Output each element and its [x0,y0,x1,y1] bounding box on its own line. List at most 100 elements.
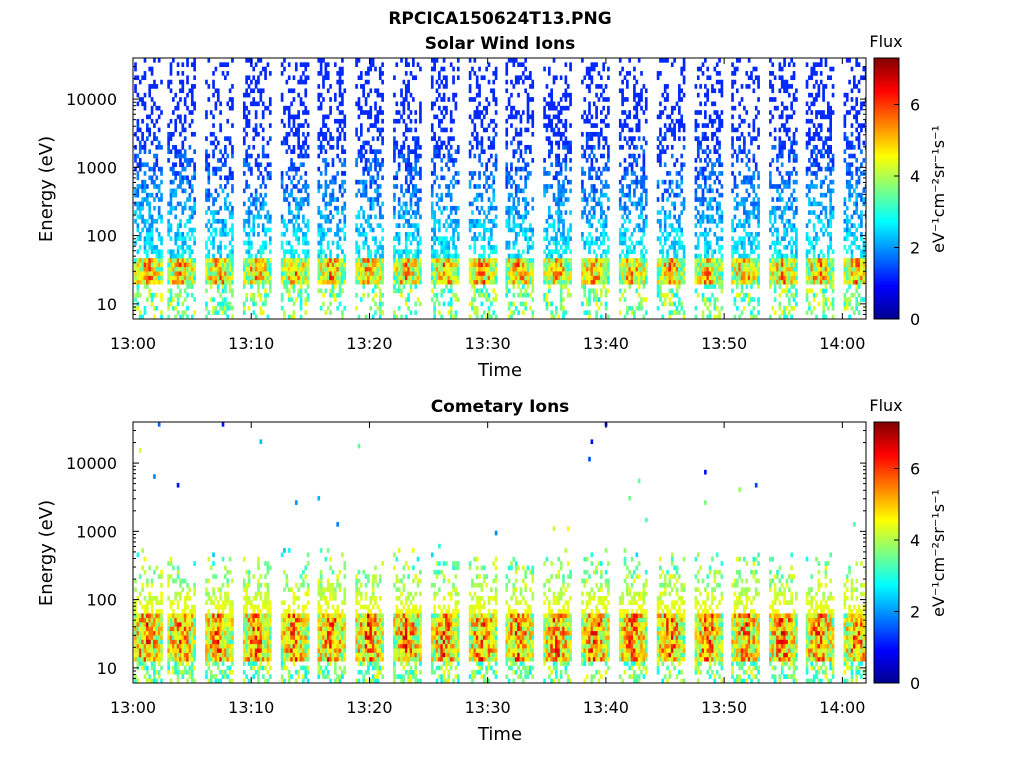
heatmap-cell [485,166,488,172]
heatmap-cell [381,97,384,102]
heatmap-cell [633,158,636,163]
heatmap-cell [452,279,455,285]
heatmap-cell [545,188,549,194]
heatmap-cell [134,279,137,285]
heatmap-cell [663,97,667,102]
heatmap-cell [324,218,328,224]
heatmap-cell [708,301,712,307]
heatmap-cell [637,58,641,63]
heatmap-cell [381,175,384,181]
heatmap-cell [331,175,335,181]
heatmap-cell [338,271,342,276]
heatmap-cell [701,166,705,172]
heatmap-cell [512,271,516,276]
heatmap-cell [362,184,366,189]
heatmap-cell [706,258,710,263]
heatmap-cell [557,279,561,285]
heatmap-cell [668,271,672,276]
heatmap-cell [682,253,686,259]
heatmap-cell [562,271,565,276]
heatmap-cell [445,253,448,259]
heatmap-cell [214,166,218,172]
heatmap-cell [367,79,370,85]
heatmap-cell [438,253,441,259]
heatmap-cell [299,75,303,81]
heatmap-cell [357,214,361,220]
heatmap-cell [167,249,170,255]
heatmap-cell [490,262,493,268]
heatmap-cell [400,114,403,120]
heatmap-cell [514,266,518,272]
heatmap-cell [550,97,554,102]
heatmap-cell [183,97,187,102]
heatmap-cell [682,58,686,63]
heatmap-cell [618,232,622,237]
heatmap-cell [666,171,669,176]
heatmap-cell [297,166,300,172]
heatmap-cell [369,145,373,150]
heatmap-cell [475,75,479,81]
heatmap-cell [261,101,265,107]
heatmap-cell [224,136,227,141]
heatmap-cell [304,301,308,307]
heatmap-cell [514,131,518,137]
heatmap-cell [663,88,667,94]
heatmap-cell [602,275,606,281]
heatmap-cell [292,288,296,294]
heatmap-cell [169,149,173,154]
heatmap-cell [367,71,370,76]
heatmap-cell [169,266,173,272]
heatmap-cell [400,149,403,154]
heatmap-cell [449,153,453,159]
heatmap-cell [290,127,293,133]
heatmap-cell [564,266,568,272]
heatmap-cell [510,162,513,168]
heatmap-cell [566,105,570,111]
heatmap-cell [526,236,530,241]
heatmap-cell [402,262,406,268]
heatmap-cell [212,266,215,272]
heatmap-cell [259,192,263,198]
heatmap-cell [519,175,523,181]
heatmap-cell [588,301,591,307]
heatmap-cell [514,232,518,237]
heatmap-cell [174,279,178,285]
heatmap-cell [706,145,710,150]
heatmap-cell [134,158,137,163]
heatmap-cell [585,197,589,202]
heatmap-cell [694,253,698,259]
heatmap-cell [322,301,325,307]
heatmap-cell [694,275,698,281]
heatmap-cell [670,131,674,137]
heatmap-cell [190,97,194,102]
heatmap-cell [136,184,140,189]
heatmap-cell [505,162,509,168]
heatmap-cell [409,284,413,289]
heatmap-cell [329,97,332,102]
heatmap-cell [704,232,707,237]
heatmap-cell [143,179,147,185]
heatmap-cell [138,258,142,263]
heatmap-cell [219,253,222,259]
heatmap-cell [562,92,565,98]
heatmap-cell [407,223,410,228]
heatmap-cell [283,58,286,63]
heatmap-cell [245,75,248,81]
heatmap-cell [299,162,303,168]
heatmap-cell [468,258,472,263]
heatmap-cell [216,210,220,215]
heatmap-cell [183,236,187,241]
heatmap-cell [623,75,627,81]
heatmap-cell [633,262,636,268]
heatmap-cell [529,84,532,89]
heatmap-cell [678,310,681,315]
heatmap-cell [148,210,152,215]
heatmap-cell [433,249,436,255]
heatmap-cell [369,223,373,228]
heatmap-cell [642,184,646,189]
heatmap-cell [266,62,270,67]
heatmap-cell [306,284,310,289]
heatmap-cell [438,145,441,150]
heatmap-cell [682,275,686,281]
heatmap-cell [357,271,361,276]
